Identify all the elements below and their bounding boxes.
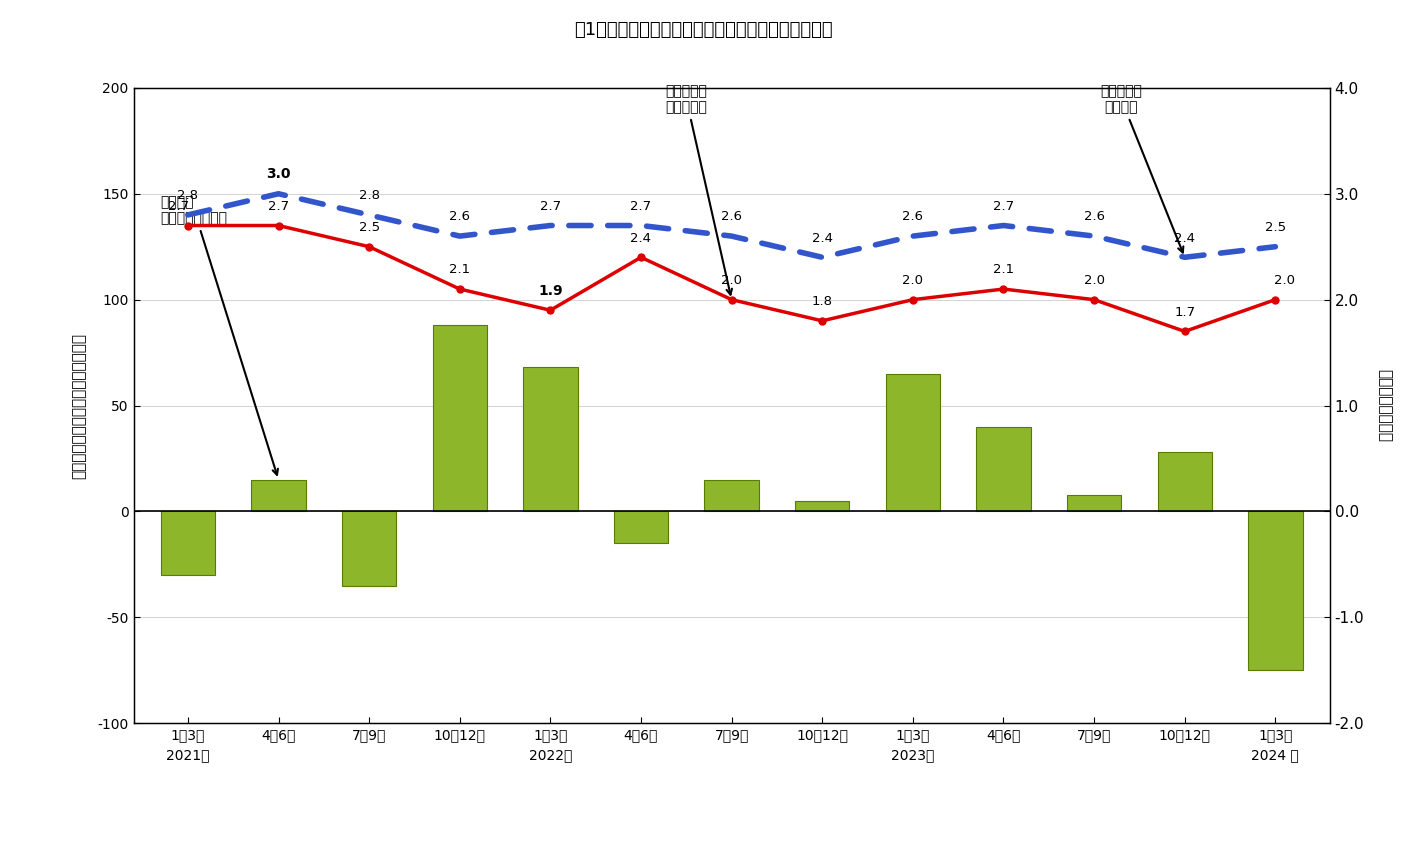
- Text: 2.1: 2.1: [449, 263, 470, 277]
- Text: 2.6: 2.6: [722, 211, 741, 223]
- Text: 2.7: 2.7: [540, 200, 561, 213]
- Text: 2.1: 2.1: [993, 263, 1014, 277]
- Y-axis label: 就業者数対前年同期増減数（千人）: 就業者数対前年同期増減数（千人）: [72, 332, 86, 479]
- Text: 2.7: 2.7: [993, 200, 1014, 213]
- Text: 完全失業率
（愛知県）: 完全失業率 （愛知県）: [666, 84, 732, 294]
- Text: 2.7: 2.7: [630, 200, 651, 213]
- Text: 2.0: 2.0: [1083, 274, 1104, 287]
- Text: 2023年: 2023年: [891, 749, 934, 763]
- Bar: [523, 367, 577, 512]
- Bar: [1067, 495, 1121, 512]
- Bar: [1248, 512, 1303, 670]
- Text: 2.8: 2.8: [177, 190, 198, 202]
- Bar: [613, 512, 668, 543]
- Text: 図1　就業者数対前年同期増減数と完全失業率の推移: 図1 就業者数対前年同期増減数と完全失業率の推移: [574, 21, 833, 39]
- Text: 2.7: 2.7: [169, 200, 190, 213]
- Text: 2.6: 2.6: [902, 211, 923, 223]
- Text: 2.4: 2.4: [630, 232, 651, 244]
- Text: 1.8: 1.8: [812, 295, 833, 308]
- Bar: [885, 374, 940, 512]
- Text: 2.6: 2.6: [449, 211, 470, 223]
- Text: 1.7: 1.7: [1175, 305, 1196, 319]
- Text: 3.0: 3.0: [266, 167, 291, 181]
- Text: 2.5: 2.5: [1265, 221, 1286, 234]
- Text: 2.0: 2.0: [1273, 274, 1294, 287]
- Text: 2.0: 2.0: [902, 274, 923, 287]
- Text: 2022年: 2022年: [529, 749, 573, 763]
- Bar: [342, 512, 397, 585]
- Bar: [795, 501, 850, 512]
- Text: 2.4: 2.4: [1175, 232, 1195, 244]
- Bar: [160, 512, 215, 575]
- Bar: [1158, 452, 1211, 512]
- Text: 完全失業率
（全国）: 完全失業率 （全国）: [1100, 84, 1183, 253]
- Text: 2.5: 2.5: [359, 221, 380, 234]
- Text: 1.9: 1.9: [537, 283, 563, 298]
- Bar: [705, 480, 758, 512]
- Bar: [252, 480, 305, 512]
- Bar: [432, 325, 487, 512]
- Y-axis label: 完全失業率（％）: 完全失業率（％）: [1377, 369, 1392, 442]
- Bar: [976, 426, 1031, 512]
- Text: 2.4: 2.4: [812, 232, 833, 244]
- Text: 2024 年: 2024 年: [1251, 749, 1299, 763]
- Text: 就業者数
対前年同期増減数: 就業者数 対前年同期増減数: [160, 195, 279, 475]
- Text: 2.8: 2.8: [359, 190, 380, 202]
- Text: 2021年: 2021年: [166, 749, 210, 763]
- Text: 2.0: 2.0: [722, 274, 741, 287]
- Text: 2.7: 2.7: [267, 200, 288, 213]
- Text: 2.6: 2.6: [1083, 211, 1104, 223]
